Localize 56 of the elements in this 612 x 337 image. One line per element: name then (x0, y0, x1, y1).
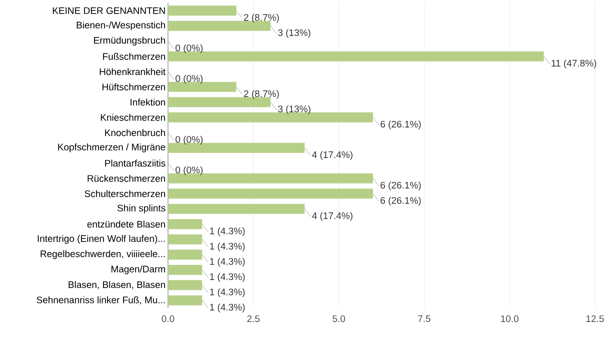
data-label: 1 (4.3%) (210, 227, 245, 236)
x-tick-label: 12.5 (586, 315, 604, 322)
y-tick-label: entzündete Blasen (87, 220, 166, 228)
data-label: 1 (4.3%) (210, 258, 245, 267)
bar (168, 188, 373, 199)
y-tick-label: Sehnenanriss linker Fuß, Mu... (36, 296, 165, 304)
data-label: 1 (4.3%) (210, 288, 245, 298)
data-label: 6 (26.1%) (380, 196, 421, 206)
data-label: 2 (8.7%) (244, 14, 279, 23)
x-tick-label: 5.0 (332, 315, 346, 322)
x-tick-label: 2.5 (247, 315, 260, 322)
bar (168, 234, 202, 244)
data-label: 1 (4.3%) (210, 304, 245, 312)
bar (168, 250, 202, 260)
data-label: 3 (13%) (278, 105, 310, 114)
y-tick-label: Knochenbruch (105, 129, 166, 136)
data-label: 4 (17.4%) (312, 151, 352, 160)
bar (168, 219, 202, 230)
bar (168, 295, 202, 306)
y-tick-label: Fußschmerzen (103, 52, 166, 60)
data-label: 0 (0%) (176, 74, 203, 84)
y-tick-label: Intertrigo (Einen Wolf laufen)... (38, 234, 165, 244)
y-tick-label: Rückenschmerzen (88, 174, 166, 182)
x-tick-label: 7.5 (418, 315, 430, 322)
data-label: 3 (13%) (278, 29, 310, 38)
data-label: 0 (0%) (176, 44, 203, 54)
y-tick-label: Höhenkrankheit (100, 68, 166, 76)
x-tick-label: 10.0 (501, 315, 518, 322)
bar (168, 280, 202, 290)
bar (168, 6, 236, 16)
y-tick-label: KEINE DER GENANNTEN (52, 7, 165, 14)
y-tick-label: Blasen, Blasen, Blasen (68, 281, 166, 290)
data-label: 0 (0%) (176, 136, 203, 145)
y-tick-label: Infektion (130, 98, 166, 106)
y-tick-label: Schulterschmerzen (84, 190, 166, 198)
bar (168, 204, 305, 214)
data-label: 1 (4.3%) (210, 273, 245, 282)
y-tick-label: Bienen-/Wespenstich (76, 21, 166, 30)
bar (168, 97, 270, 108)
y-tick-label: Ermüdungsbruch (94, 36, 166, 46)
y-tick-label: Kopfschmerzen / Migräne (58, 143, 166, 152)
data-label: 11 (47.8%) (552, 60, 596, 68)
y-tick-label: Magen/Darm (112, 265, 166, 274)
y-tick-label: Knieschmerzen (100, 114, 166, 121)
data-label: 6 (26.1%) (380, 182, 421, 190)
y-tick-label: Shin splints (117, 204, 166, 214)
y-tick-label: Plantarfasziitis (105, 160, 166, 167)
data-label: 4 (17.4%) (312, 212, 352, 221)
x-tick-label: 0.0 (162, 315, 174, 322)
bar (168, 264, 202, 275)
data-label: 6 (26.1%) (380, 120, 421, 130)
data-label: 1 (4.3%) (210, 242, 245, 252)
y-tick-label: Hüftschmerzen (102, 83, 166, 90)
data-label: 0 (0%) (176, 166, 203, 176)
data-label: 2 (8.7%) (244, 90, 279, 99)
y-tick-label: Regelbeschwerden, viiiieele... (40, 250, 165, 260)
